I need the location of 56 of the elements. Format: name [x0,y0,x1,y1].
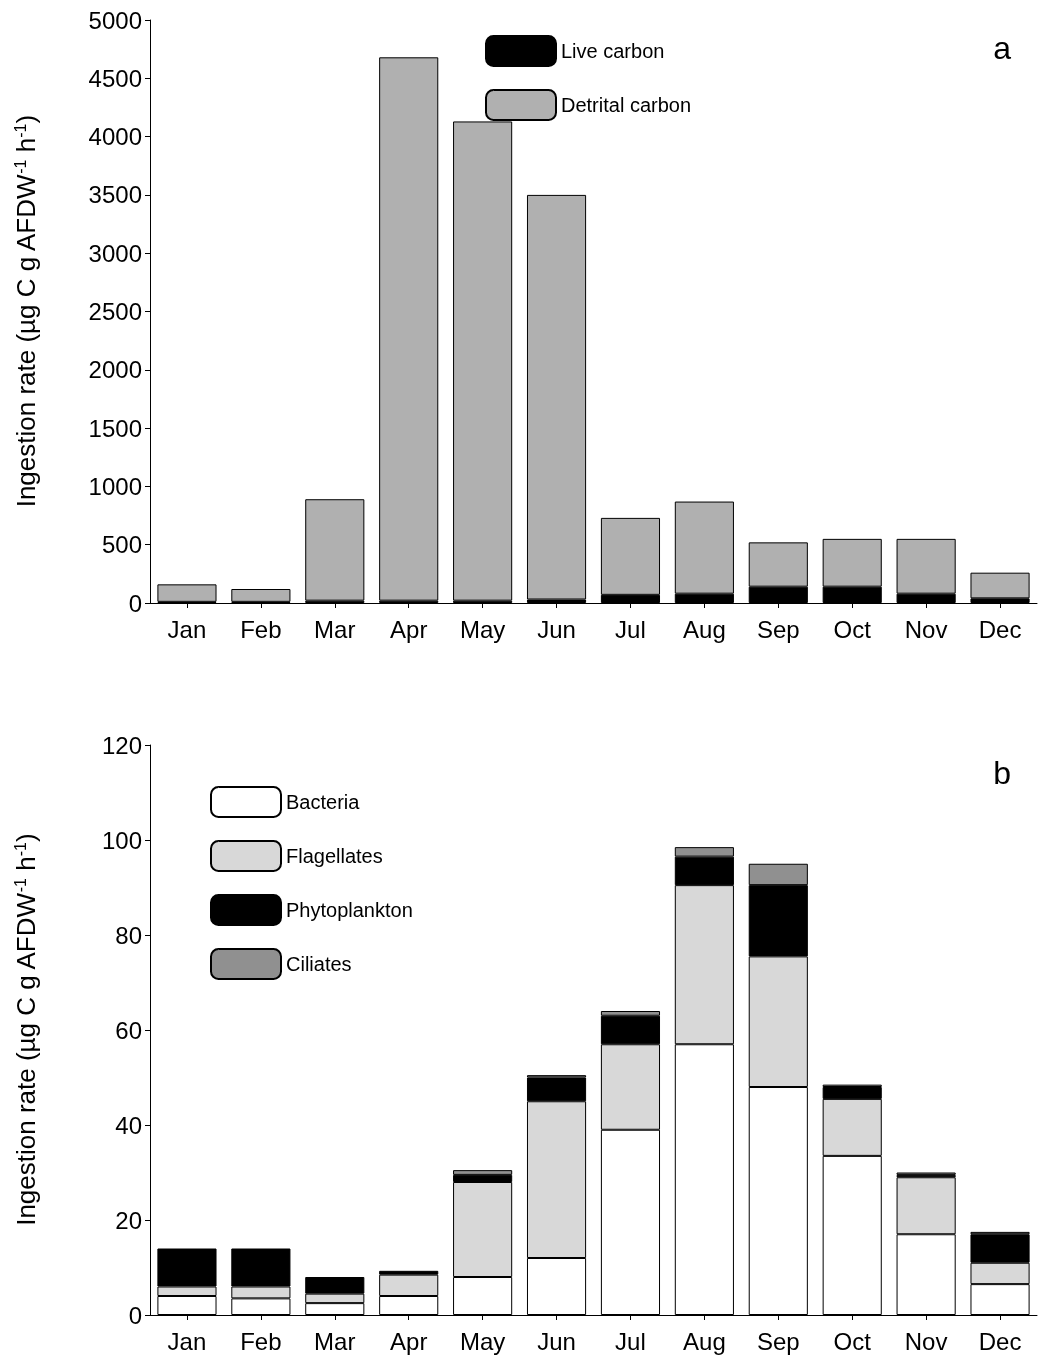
x-tick-label: May [459,1327,506,1355]
y-tick-label: 3500 [88,181,142,209]
x-tick-label: Mar [314,1327,356,1355]
y-tick-label: 5000 [88,6,142,34]
x-tick-label: Apr [390,615,428,643]
x-tick-label: Jan [167,1327,207,1355]
bar [305,499,365,601]
legend-label: Ciliates [286,953,352,975]
y-tick-label: 40 [115,1111,142,1139]
y-axis-title: Ingestion rate (µg C g AFDW-1 h-1) [11,833,41,1226]
y-tick-label: 3000 [88,239,142,267]
y-tick-label: 0 [128,589,142,617]
x-tick-label: Dec [978,615,1022,643]
bar [970,572,1030,599]
x-tick-label: May [459,615,506,643]
y-tick-label: 80 [115,921,142,949]
y-tick-label: 20 [115,1206,142,1234]
y-tick-label: 120 [101,731,142,759]
x-tick-label: Jul [615,1327,646,1355]
y-tick-label: 100 [101,826,142,854]
x-tick-label: Sep [756,615,800,643]
y-tick-label: 1500 [88,414,142,442]
x-tick-label: Jun [537,1327,576,1355]
legend-label: Live carbon [561,40,665,62]
x-tick-label: Sep [756,1327,800,1355]
y-tick-label: 2000 [88,356,142,384]
bar [379,57,439,601]
x-tick-label: Aug [683,1327,726,1355]
x-tick-label: Jun [537,615,576,643]
x-tick-label: Apr [390,1327,428,1355]
bar [526,194,587,600]
x-tick-label: Jul [615,615,646,643]
y-axis-title: Ingestion rate (µg C g AFDW-1 h-1) [11,114,41,508]
y-tick-label: 1000 [88,472,142,500]
x-tick-label: Nov [904,615,948,643]
x-tick-label: Feb [240,615,282,643]
x-tick-label: Oct [833,1327,872,1355]
legend-label: Bacteria [286,791,361,813]
y-tick-label: 500 [101,531,142,559]
y-tick-label: 4000 [88,123,142,151]
y-tick-label: 4500 [88,64,142,92]
legend-label: Detrital carbon [561,94,692,116]
y-tick-label: 60 [115,1016,142,1044]
x-tick-label: Nov [904,1327,948,1355]
annotation: a [993,30,1012,66]
x-tick-label: Aug [683,615,726,643]
y-tick-label: 2500 [88,298,142,325]
y-tick-label: 0 [128,1301,142,1329]
x-tick-label: Jan [167,615,207,643]
annotation: b [993,755,1011,791]
x-tick-label: Mar [314,615,356,643]
x-tick-label: Oct [833,615,872,643]
x-tick-label: Feb [240,1327,282,1355]
x-tick-label: Dec [978,1327,1022,1355]
legend-label: Flagellates [286,845,383,867]
legend-label: Phytoplankton [286,899,413,921]
